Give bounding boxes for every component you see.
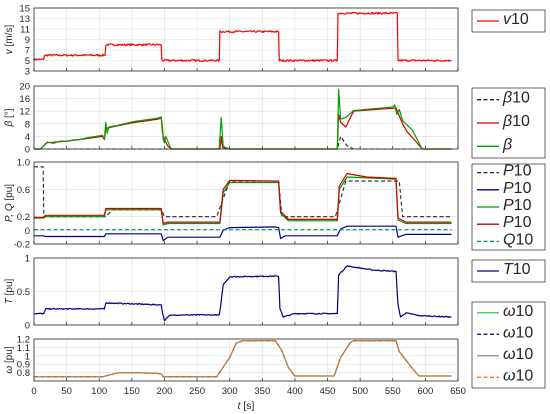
y-axis-label: ω [pu] bbox=[4, 346, 15, 373]
x-tick-label: 350 bbox=[254, 386, 270, 397]
x-axis-label: t [s] bbox=[238, 400, 255, 412]
y-tick-label: 11 bbox=[20, 25, 30, 36]
x-tick-label: 500 bbox=[352, 386, 368, 397]
legend-box bbox=[471, 9, 546, 33]
plot-area bbox=[34, 339, 458, 381]
legend: T10 bbox=[471, 259, 546, 283]
y-tick-label: 1.2 bbox=[17, 335, 30, 346]
legend: ω10 ω10 ω10 ω10 bbox=[471, 301, 546, 389]
y-tick-label: 1.1 bbox=[17, 343, 30, 354]
x-tick-label: 0 bbox=[31, 386, 36, 397]
y-tick-label: 15 bbox=[19, 4, 30, 15]
axis-ticks bbox=[33, 322, 459, 325]
legend-label: ω10 bbox=[503, 303, 533, 320]
panel-4: 0 0.5 1 T [pu] T10 bbox=[4, 254, 546, 332]
y-tick-label: 8 bbox=[25, 119, 30, 130]
legend-label: ω10 bbox=[503, 324, 533, 341]
x-tick-label: 400 bbox=[287, 386, 303, 397]
y-axis-label-text: ω [pu] bbox=[4, 346, 15, 373]
legend-label: Q10 bbox=[503, 231, 533, 248]
y-tick-label: 1 bbox=[25, 254, 30, 265]
legend-label: P10 bbox=[503, 180, 532, 197]
y-axis-label: β [°] bbox=[4, 108, 15, 127]
axis-ticks bbox=[33, 68, 459, 71]
series-line bbox=[34, 340, 452, 378]
plot-area bbox=[34, 86, 458, 149]
y-tick-label: 5 bbox=[25, 56, 30, 67]
legend-label: T10 bbox=[503, 261, 531, 278]
y-tick-label: 1 bbox=[25, 351, 30, 362]
x-tick-label: 150 bbox=[124, 386, 140, 397]
legend-label: v10 bbox=[503, 11, 529, 28]
x-tick-label: 300 bbox=[222, 386, 238, 397]
y-tick-label: 0 bbox=[25, 226, 30, 237]
y-tick-label: 0.6 bbox=[17, 185, 30, 196]
legend-box bbox=[471, 301, 546, 389]
x-tick-label: 100 bbox=[91, 386, 107, 397]
y-axis-label-text: v [m/s] bbox=[4, 25, 15, 55]
legend: β10 β10 β10 bbox=[471, 87, 546, 159]
y-tick-label: 4 bbox=[25, 132, 30, 143]
axes-box bbox=[33, 257, 459, 326]
y-axis-label: T [pu] bbox=[4, 279, 15, 305]
legend-label: P10 bbox=[503, 163, 532, 180]
y-axis-label-text: T [pu] bbox=[4, 279, 15, 305]
y-tick-label: 9 bbox=[25, 35, 30, 46]
x-tick-label: 250 bbox=[189, 386, 205, 397]
axes-box bbox=[33, 161, 459, 245]
y-tick-label: 13 bbox=[19, 14, 30, 25]
y-tick-label: 20 bbox=[19, 82, 30, 93]
x-tick-label: 200 bbox=[157, 386, 173, 397]
series-line bbox=[34, 225, 452, 242]
legend-label: ω10 bbox=[503, 367, 533, 384]
y-tick-label: 0.2 bbox=[17, 212, 30, 223]
axes-box bbox=[33, 85, 459, 150]
series-line bbox=[34, 88, 452, 150]
legend-label: ω10 bbox=[503, 346, 533, 363]
legend-label: P10 bbox=[503, 197, 532, 214]
y-tick-label: 0.5 bbox=[17, 287, 30, 298]
legend-label: P10 bbox=[503, 214, 532, 231]
y-axis-label-text: P, Q [pu] bbox=[4, 184, 15, 222]
y-tick-label: -0.2 bbox=[14, 240, 30, 251]
x-tick-label: 650 bbox=[450, 386, 466, 397]
axis-ticks bbox=[33, 378, 459, 381]
panel-5: 0.80.911.11.2ω [pu] 0 50 100 150 200 250 300 350… bbox=[4, 301, 546, 412]
legend-label: β10 bbox=[502, 113, 530, 130]
axis-ticks bbox=[33, 146, 459, 149]
y-tick-label: 3 bbox=[25, 67, 30, 78]
legend-label: β10 bbox=[502, 90, 530, 107]
x-tick-label: 50 bbox=[61, 386, 72, 397]
y-tick-label: 16 bbox=[19, 94, 30, 105]
y-axis-label-text: β [°] bbox=[4, 108, 15, 127]
y-tick-label: 0.9 bbox=[17, 360, 30, 371]
plot-area bbox=[34, 162, 458, 244]
series-line bbox=[34, 173, 452, 225]
x-tick-label: 600 bbox=[417, 386, 433, 397]
legend-label: β10 bbox=[502, 136, 512, 153]
x-tick-label: 450 bbox=[320, 386, 336, 397]
y-tick-label: 12 bbox=[19, 107, 30, 118]
axes-box bbox=[33, 7, 459, 72]
y-tick-label: 1.0 bbox=[17, 158, 30, 169]
y-tick-label: 7 bbox=[25, 46, 30, 57]
series-line bbox=[33, 11, 452, 63]
series-line bbox=[33, 265, 452, 322]
axis-ticks bbox=[33, 241, 459, 244]
x-tick-label: 550 bbox=[385, 386, 401, 397]
y-tick-label: 0 bbox=[25, 321, 30, 332]
y-tick-label: 0 bbox=[25, 145, 30, 156]
legend-box bbox=[471, 259, 546, 283]
legend: v10 bbox=[471, 9, 546, 33]
y-tick-label: 0.8 bbox=[17, 368, 30, 379]
axes-box bbox=[33, 338, 459, 382]
y-axis-label: P, Q [pu] bbox=[4, 184, 15, 222]
y-axis-label: v [m/s] bbox=[4, 25, 15, 55]
